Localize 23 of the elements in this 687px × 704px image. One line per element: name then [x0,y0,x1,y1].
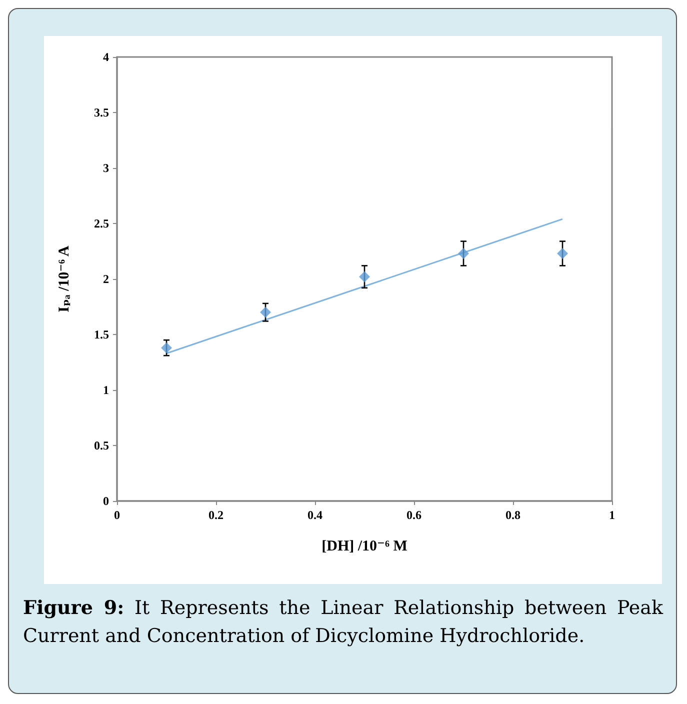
x-tick-label: 0.6 [406,508,422,522]
point [458,248,469,259]
y-tick-label: 3 [103,161,109,175]
point [161,342,172,354]
caption: Figure 9: It Represents the Linear Relationship between Peak Current and Concentration of Dicyclomine Hydrochloride. [23,596,663,649]
y-axis-title: Iₚₐ /10⁻⁶ A [56,245,72,312]
y-tick-label: 1 [103,383,109,397]
y-tick-label: 2.5 [94,216,109,230]
point [260,306,271,318]
y-tick-label: 2 [103,272,109,286]
x-tick-label: 0.2 [208,508,224,522]
point [359,271,370,282]
y-tick-label: 0 [103,494,109,508]
x-axis-title: [DH] /10⁻⁶ M [322,538,408,554]
y-tick-label: 1.5 [94,328,109,342]
x-tick-label: 1 [609,508,615,522]
y-tick-label: 4 [103,50,109,64]
y-tick-label: 3.5 [94,106,109,120]
y-tick-label: 0.5 [94,438,109,452]
x-tick-label: 0.8 [506,508,520,522]
x-tick-label: 0.4 [308,508,322,522]
point [557,248,568,259]
x-tick-label: 0 [114,508,120,522]
